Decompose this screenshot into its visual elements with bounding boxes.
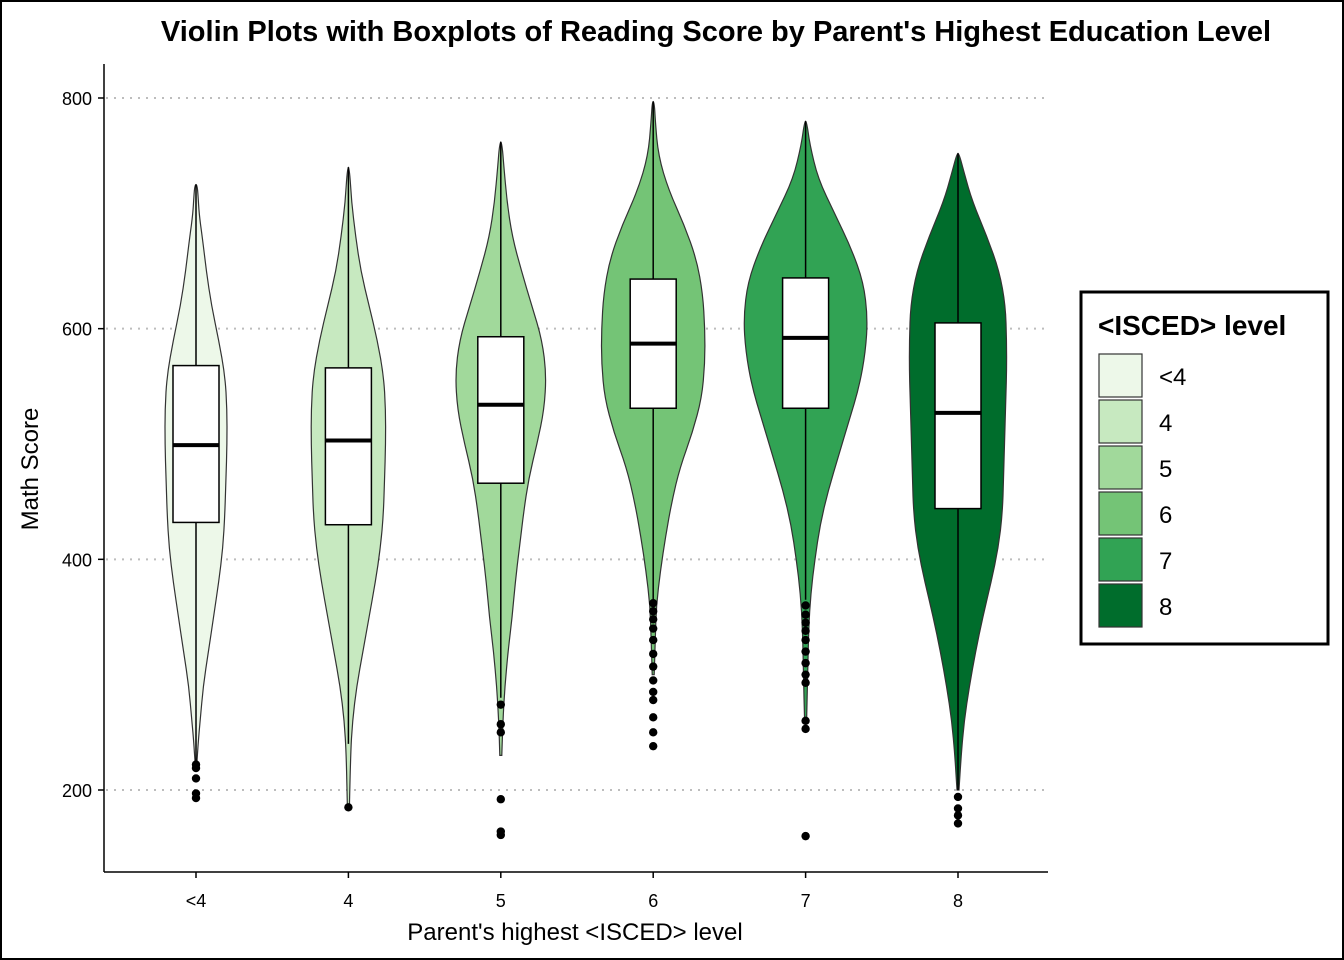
outlier-point <box>649 635 658 645</box>
grid-lines <box>106 97 1048 791</box>
outlier-point <box>953 804 963 813</box>
legend: <ISCED> level <4 4 5 6 7 8 <box>1079 290 1330 646</box>
outlier-point <box>191 763 201 773</box>
outlier-point <box>801 647 810 656</box>
x-tick-label: 8 <box>953 891 963 911</box>
legend-swatch <box>1098 537 1143 582</box>
outlier-point <box>496 795 505 804</box>
legend-label: <4 <box>1159 364 1186 391</box>
outlier-point <box>191 793 201 803</box>
outlier-point <box>649 676 658 685</box>
box <box>324 367 373 526</box>
outlier-point <box>801 724 810 734</box>
chart-title: Violin Plots with Boxplots of Reading Sc… <box>161 16 1271 48</box>
box <box>781 277 830 409</box>
outlier-point <box>344 803 353 812</box>
violin-group <box>600 100 706 751</box>
outlier-point <box>801 658 810 668</box>
y-tick-label: 200 <box>62 781 92 801</box>
outlier-point <box>649 615 658 624</box>
outlier-point <box>801 601 810 610</box>
legend-swatch <box>1098 399 1143 444</box>
outlier-point <box>801 618 810 627</box>
violin-group <box>908 152 1008 828</box>
outlier-point <box>801 678 810 687</box>
outlier-point <box>649 741 658 751</box>
outlier-point <box>649 713 658 722</box>
axes: 200 400 600 800 <4 4 5 6 7 8 <box>62 64 1048 911</box>
legend-label: 5 <box>1159 456 1172 483</box>
outlier-point <box>496 830 505 840</box>
outlier-point <box>496 728 505 737</box>
outlier-point <box>649 607 658 616</box>
y-tick-label: 800 <box>62 89 92 109</box>
y-tick-label: 400 <box>62 550 92 570</box>
legend-label: 7 <box>1159 548 1172 575</box>
outlier-point <box>649 649 658 659</box>
outlier-point <box>953 819 963 828</box>
legend-swatch <box>1098 583 1143 628</box>
x-tick-label: <4 <box>186 891 207 911</box>
legend-label: 4 <box>1159 410 1172 437</box>
outlier-point <box>953 811 963 820</box>
outlier-point <box>801 626 810 636</box>
x-tick-label: 6 <box>648 891 658 911</box>
outlier-point <box>649 624 658 633</box>
outlier-point <box>649 728 658 737</box>
outlier-point <box>801 635 810 645</box>
outlier-point <box>953 792 963 802</box>
violin-group <box>455 141 547 840</box>
x-axis-title: Parent's highest <ISCED> level <box>407 919 742 946</box>
y-tick-label: 600 <box>62 320 92 340</box>
outlier-point <box>496 700 505 709</box>
x-tick-label: 4 <box>343 891 353 911</box>
x-tick-label: 5 <box>496 891 506 911</box>
box <box>477 335 525 484</box>
violin-group <box>743 120 868 841</box>
outlier-point <box>649 598 658 608</box>
box <box>934 322 982 510</box>
y-axis-title: Math Score <box>17 408 44 531</box>
violins <box>164 100 1008 841</box>
x-tick-label: 7 <box>801 891 811 911</box>
outlier-point <box>649 695 658 705</box>
legend-label: 6 <box>1159 502 1172 529</box>
legend-swatch <box>1098 491 1143 536</box>
outlier-point <box>801 670 810 679</box>
violin-group <box>164 183 228 803</box>
outlier-point <box>649 687 658 697</box>
legend-label: 8 <box>1159 594 1172 621</box>
outlier-point <box>801 610 810 619</box>
violin-group <box>310 166 387 812</box>
legend-swatch <box>1098 353 1143 398</box>
outlier-point <box>801 716 810 725</box>
outlier-point <box>649 662 658 671</box>
outlier-point <box>191 774 201 783</box>
legend-title: <ISCED> level <box>1098 310 1286 341</box>
legend-swatch <box>1098 445 1143 490</box>
outlier-point <box>801 831 810 841</box>
outlier-point <box>496 720 505 729</box>
